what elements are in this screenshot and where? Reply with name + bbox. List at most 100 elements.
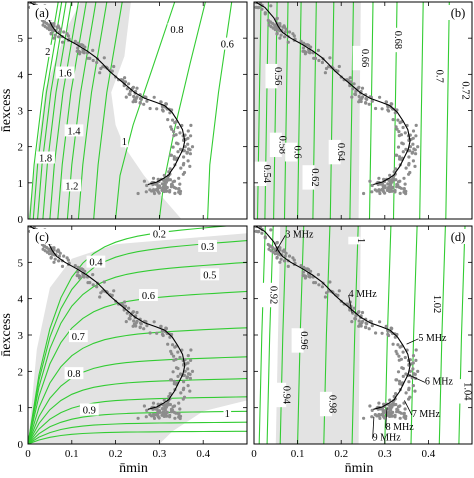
- scatter-point: [377, 176, 381, 180]
- scatter-point: [177, 401, 181, 405]
- scatter-point: [162, 189, 166, 193]
- scatter-point: [387, 109, 391, 113]
- contour-label-bg: [86, 255, 106, 268]
- scatter-point: [394, 178, 398, 182]
- x-tick-label: 0.3: [378, 448, 392, 460]
- y-axis-label: n̄excess: [0, 313, 14, 357]
- scatter-point: [411, 354, 416, 358]
- panel-b: 0.56 0.58 0.54 0.6 0.62 0.64 0.66 0.68 0.7 0.72 (b…: [253, 1, 473, 220]
- scatter-point: [136, 191, 140, 196]
- scatter-point: [98, 71, 102, 75]
- contour-label-bg: [43, 44, 52, 57]
- scatter-point: [377, 401, 381, 405]
- scatter-point: [367, 102, 371, 106]
- scatter-point: [167, 170, 171, 174]
- contour-label-bg: [64, 367, 84, 380]
- scatter-point: [155, 107, 159, 111]
- scatter-point: [414, 134, 418, 138]
- scatter-point: [177, 187, 181, 191]
- contour-label: 1.02: [431, 295, 442, 313]
- scatter-point: [168, 415, 172, 419]
- contour-line: [207, 2, 233, 219]
- scatter-point: [167, 394, 171, 399]
- scatter-point: [362, 416, 366, 420]
- x-axis-label: n̄min: [345, 461, 374, 476]
- contour-line: [28, 356, 247, 444]
- contour-line: [42, 2, 72, 219]
- scatter-point: [156, 190, 160, 194]
- contour-line: [28, 410, 247, 444]
- scatter-point: [395, 127, 399, 131]
- frequency-pointer: [408, 374, 426, 383]
- scatter-point: [380, 331, 384, 335]
- contour-label: 0.62: [309, 168, 320, 186]
- scatter-point: [374, 106, 378, 111]
- scatter-point: [407, 161, 411, 166]
- scatter-point: [320, 285, 324, 289]
- y-tick-label: 2: [18, 142, 24, 154]
- scatter-point: [278, 36, 282, 40]
- panel-d: 0.92 0.94 0.96 0.98 1 1.02 1.04 3 MHz 4 MHz 5 MHz…: [251, 225, 473, 476]
- contour-line: [458, 226, 466, 444]
- scatter-point: [303, 52, 307, 56]
- contour-label-bg: [385, 27, 398, 53]
- scatter-point: [254, 5, 258, 9]
- scatter-point: [132, 319, 136, 323]
- scatter-point: [182, 395, 187, 399]
- scatter-point: [397, 134, 401, 138]
- scatter-point: [127, 306, 131, 310]
- scatter-point: [164, 405, 168, 409]
- frequency-label: 3 MHz: [285, 229, 314, 240]
- scatter-point: [185, 376, 189, 380]
- scatter-point: [185, 151, 189, 155]
- contour-line: [258, 226, 266, 444]
- scatter-point: [57, 30, 62, 34]
- contour-label-bg: [167, 23, 187, 36]
- trajectory-line: [255, 226, 411, 410]
- scatter-point: [404, 391, 408, 395]
- scatter-point: [49, 256, 53, 260]
- scatter-point: [172, 185, 176, 189]
- scatter-point: [388, 398, 392, 402]
- scatter-point: [269, 228, 273, 232]
- scatter-point: [391, 401, 395, 405]
- x-tick-label: 0.1: [291, 448, 305, 460]
- scatter-point: [273, 28, 277, 32]
- scatter-point: [365, 97, 369, 101]
- contour-line: [419, 2, 424, 219]
- y-tick-label: 5: [18, 257, 24, 269]
- scatter-point: [352, 82, 356, 86]
- scatter-point: [134, 321, 138, 325]
- scatter-point: [152, 416, 157, 420]
- contour-label: 0.6: [142, 291, 155, 302]
- scatter-point: [307, 43, 311, 48]
- scatter-point: [144, 190, 148, 194]
- scatter-point: [352, 306, 356, 310]
- scatter-point: [391, 410, 395, 414]
- scatter-point: [301, 46, 305, 50]
- scatter-point: [394, 167, 398, 171]
- contour-label-bg: [150, 227, 169, 240]
- scatter-point: [393, 111, 397, 115]
- scatter-point: [178, 131, 182, 135]
- scatter-point: [160, 182, 164, 186]
- scatter-point: [328, 56, 332, 60]
- scatter-point: [173, 121, 177, 125]
- contour-line: [266, 226, 274, 444]
- scatter-point: [176, 125, 180, 130]
- scatter-point: [401, 142, 405, 146]
- scatter-point: [397, 354, 401, 358]
- scatter-point: [168, 190, 172, 194]
- frequency-pointer: [406, 338, 419, 345]
- y-tick-label: 4: [18, 294, 24, 306]
- scatter-point: [176, 374, 180, 378]
- scatter-point: [317, 58, 321, 63]
- scatter-point: [263, 236, 267, 240]
- scatter-point: [26, 219, 29, 222]
- shaded-region: [275, 226, 361, 444]
- scatter-point: [172, 379, 176, 383]
- scatter-point: [378, 191, 382, 196]
- scatter-point: [145, 183, 149, 188]
- scatter-point: [178, 407, 182, 411]
- contour-line: [28, 290, 247, 444]
